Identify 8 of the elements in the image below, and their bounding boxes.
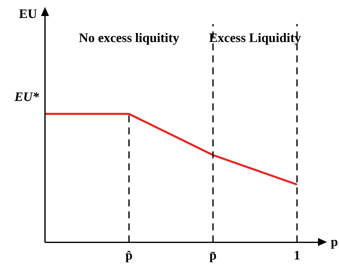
x-axis-title: p [330,234,338,249]
text: Excess Liquidity [208,30,302,45]
x-tick-label: p̄ [209,248,217,263]
x-tick-label: 1 [294,248,300,263]
x-tick-label: p̂ [125,248,133,263]
text: EU* [13,88,40,104]
text: EU [18,6,38,21]
text: No excess liquitity [78,30,180,45]
